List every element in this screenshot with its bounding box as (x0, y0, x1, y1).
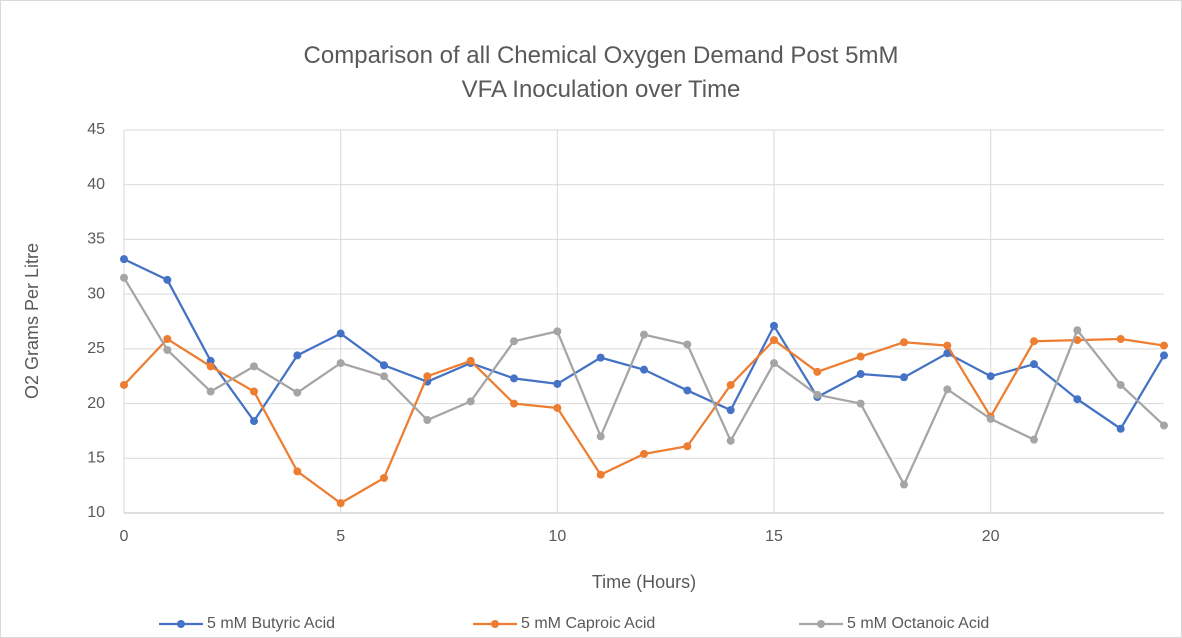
data-point (943, 341, 952, 350)
data-point (163, 275, 172, 284)
data-point (813, 367, 822, 376)
y-tick-label: 10 (87, 504, 105, 521)
data-point (1116, 380, 1125, 389)
data-point (986, 372, 995, 381)
data-point (900, 373, 908, 382)
data-point (1160, 351, 1168, 360)
y-tick-label: 20 (87, 395, 105, 412)
y-tick-label: 15 (87, 450, 105, 467)
data-point (120, 255, 128, 264)
x-tick-label: 15 (765, 528, 783, 545)
data-point (336, 499, 345, 508)
data-point (596, 470, 605, 479)
data-point (206, 387, 215, 396)
data-point (1116, 424, 1125, 433)
data-point (856, 399, 865, 408)
legend-label: 5 mM Caproic Acid (521, 615, 655, 632)
data-point (510, 337, 518, 346)
data-point (120, 380, 128, 389)
y-axis-label: O2 Grams Per Litre (22, 243, 42, 399)
data-point (943, 349, 952, 358)
x-tick-label: 10 (548, 528, 566, 545)
data-point (163, 335, 172, 344)
data-point (336, 329, 345, 338)
data-point (640, 365, 648, 374)
data-point (640, 330, 648, 339)
data-point (1160, 421, 1168, 430)
data-point (250, 362, 258, 371)
data-point (120, 273, 128, 282)
data-point (1116, 335, 1125, 344)
legend-label: 5 mM Octanoic Acid (847, 615, 989, 632)
data-point (380, 372, 388, 381)
data-point (1160, 341, 1168, 350)
data-point (293, 388, 302, 397)
data-point (1030, 337, 1038, 346)
data-point (466, 397, 475, 406)
x-tick-label: 0 (120, 528, 129, 545)
data-point (1073, 326, 1082, 335)
data-point (770, 321, 778, 330)
data-point (553, 403, 562, 412)
data-point (336, 359, 345, 368)
data-point (1030, 435, 1038, 444)
y-tick-label: 45 (87, 121, 105, 138)
data-point (163, 345, 172, 354)
data-point (250, 417, 258, 426)
data-point (553, 327, 562, 336)
series-line (123, 337, 1165, 505)
data-point (293, 467, 302, 476)
data-point (726, 406, 735, 415)
data-point (510, 374, 518, 383)
data-point (900, 480, 908, 489)
x-tick-label: 20 (982, 528, 1000, 545)
data-point (596, 353, 605, 362)
data-point (986, 414, 995, 423)
data-point (510, 399, 518, 408)
data-point (813, 390, 822, 399)
y-tick-label: 35 (87, 231, 105, 248)
data-point (683, 340, 692, 349)
data-point (423, 372, 432, 381)
data-point (293, 351, 302, 360)
x-tick-label: 5 (336, 528, 345, 545)
data-point (206, 362, 215, 371)
data-point (770, 336, 778, 345)
data-point (553, 379, 562, 388)
legend-marker (491, 620, 499, 628)
data-point (596, 432, 605, 441)
data-point (380, 361, 388, 370)
data-point (380, 473, 388, 482)
data-point (1030, 360, 1038, 369)
data-point (900, 338, 908, 347)
data-point (423, 415, 432, 424)
data-point (1073, 395, 1082, 404)
data-point (770, 359, 778, 368)
data-point (726, 436, 735, 445)
data-point (640, 449, 648, 458)
legend-label: 5 mM Butyric Acid (207, 615, 335, 632)
data-point (856, 352, 865, 361)
data-point (683, 386, 692, 395)
y-tick-label: 40 (87, 176, 105, 193)
y-tick-label: 30 (87, 285, 105, 302)
data-point (943, 385, 952, 394)
data-point (466, 356, 475, 365)
data-point (683, 442, 692, 451)
data-point (726, 380, 735, 389)
chart-title: Comparison of all Chemical Oxygen Demand… (303, 42, 899, 103)
data-point (250, 387, 258, 396)
y-tick-label: 25 (87, 340, 105, 357)
x-axis-label: Time (Hours) (592, 572, 696, 592)
data-point (206, 356, 215, 365)
legend-marker (817, 620, 825, 628)
data-point (856, 370, 865, 379)
legend-marker (177, 620, 185, 628)
